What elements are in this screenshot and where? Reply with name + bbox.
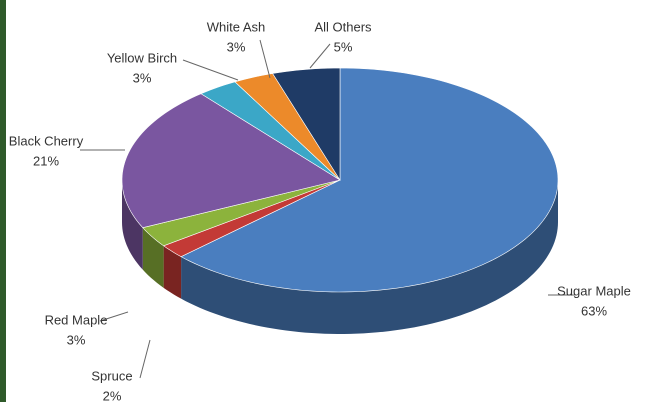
pie-slice — [162, 179, 341, 258]
leader-line — [182, 59, 239, 81]
leader-line — [139, 339, 151, 379]
pie-side — [163, 245, 182, 299]
slice-label: Black Cherry — [9, 133, 84, 148]
pie-slice — [272, 67, 341, 182]
pie-slice — [142, 179, 341, 247]
pie-slice — [200, 81, 341, 181]
slice-label: Red Maple — [45, 312, 108, 327]
slice-value: 21% — [33, 153, 59, 168]
leader-line — [259, 39, 271, 79]
slice-label: Spruce — [91, 368, 132, 383]
pie-side — [142, 227, 164, 288]
slice-label: All Others — [314, 19, 372, 34]
slice-label: White Ash — [207, 19, 266, 34]
slice-label: Yellow Birch — [107, 50, 177, 65]
leader-line — [99, 311, 129, 322]
slice-value: 2% — [103, 388, 122, 402]
pie-slice — [121, 93, 341, 229]
pie-tops — [121, 67, 559, 293]
pie-side — [181, 180, 558, 334]
pie-slice — [180, 67, 559, 293]
slice-value: 3% — [227, 39, 246, 54]
leader-line — [309, 43, 331, 69]
labels: Sugar Maple 63% Spruce 2% Red Maple 3% Black C… — [9, 19, 631, 402]
slice-value: 3% — [133, 70, 152, 85]
frame-edge — [0, 0, 6, 402]
slice-value: 5% — [334, 39, 353, 54]
slice-label: Sugar Maple — [557, 283, 631, 298]
slice-value: 63% — [581, 303, 607, 318]
pie-slice — [234, 73, 341, 181]
pie-side — [122, 180, 143, 270]
slice-value: 3% — [67, 332, 86, 347]
pie-sides — [122, 180, 558, 334]
